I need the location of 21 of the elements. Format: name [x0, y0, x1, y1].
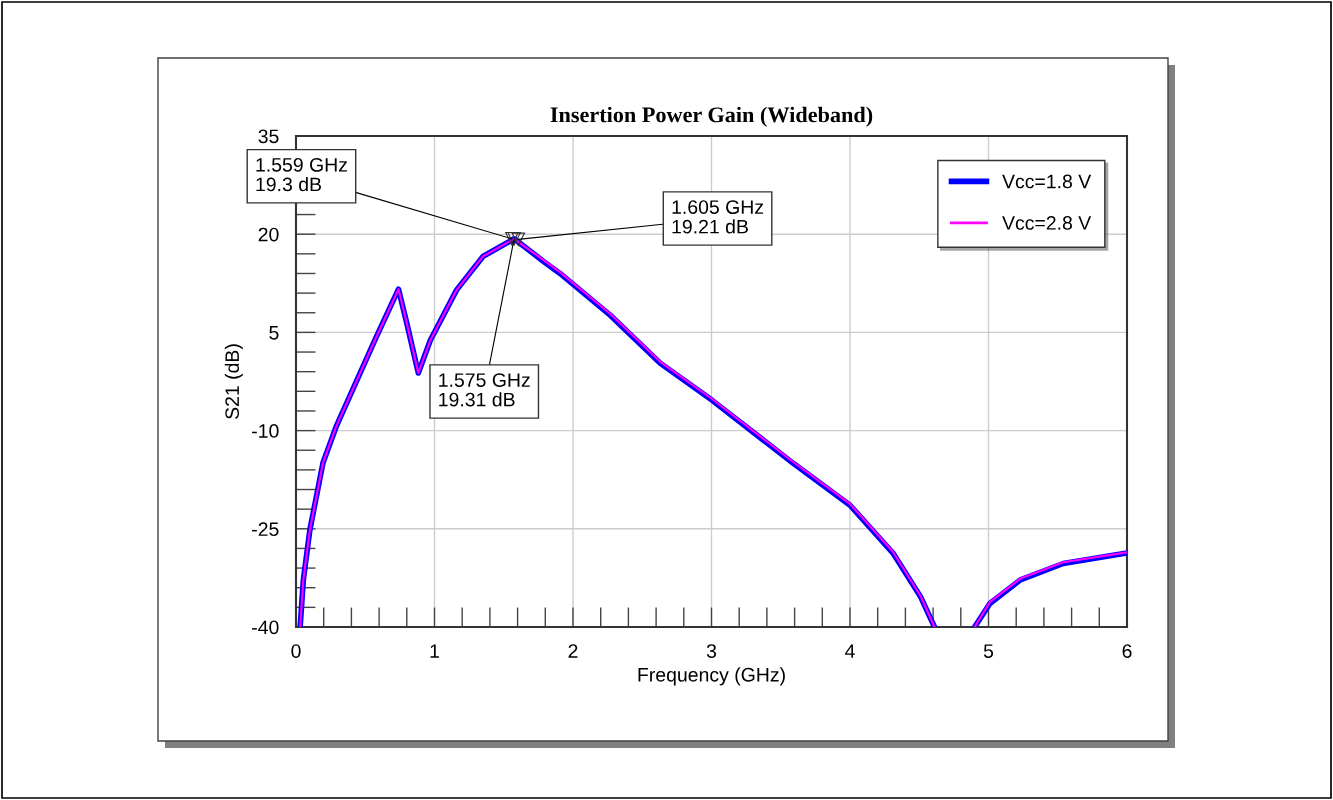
x-tick-label: 0 [291, 644, 301, 658]
legend-label: Vcc=2.8 V [1002, 216, 1092, 230]
x-tick-label: 1 [430, 644, 439, 658]
x-tick-label: 4 [845, 644, 855, 658]
x-axis-title: Frequency (GHz) [638, 667, 785, 686]
legend-label: Vcc=1.8 V [1002, 174, 1092, 189]
x-tick-label: 3 [706, 644, 717, 658]
x-tick-label: 2 [568, 644, 578, 658]
y-tick-label: -40 [252, 620, 279, 635]
y-axis-title: S21 (dB) [224, 344, 243, 419]
chart-title: Insertion Power Gain (Wideband) [550, 106, 873, 127]
x-tick-label: 5 [983, 644, 994, 658]
y-tick-label: 20 [258, 227, 279, 242]
y-tick-label: -10 [252, 424, 279, 438]
annotation: 1.575 GHz 19.31 dB [439, 373, 530, 407]
annotation: 1.559 GHz 19.3 dB [256, 157, 347, 192]
x-tick-label: 6 [1122, 644, 1132, 658]
annotation: 1.605 GHz 19.21 dB [672, 200, 764, 234]
y-tick-label: 5 [269, 326, 279, 340]
y-tick-label: -25 [252, 522, 279, 537]
y-tick-label: 35 [258, 129, 279, 144]
